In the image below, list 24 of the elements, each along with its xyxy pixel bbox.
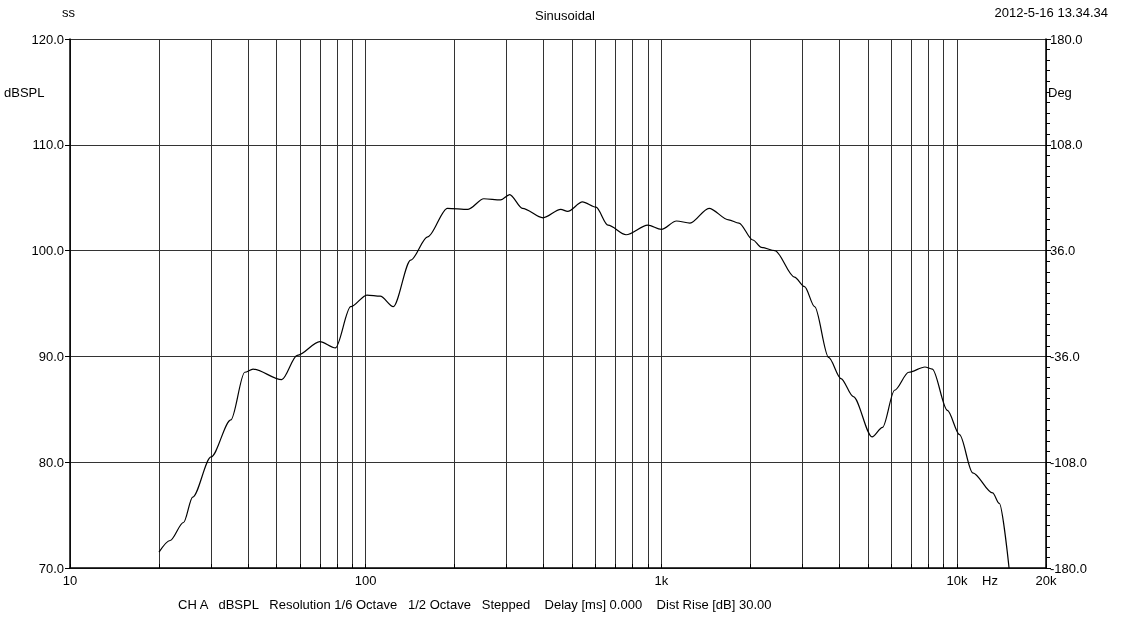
y2-tick-label: -108.0 bbox=[1050, 454, 1087, 470]
y-tick-label: 70.0 bbox=[38, 560, 64, 576]
y2-tick-label: -36.0 bbox=[1050, 348, 1080, 364]
text: ss bbox=[62, 5, 76, 20]
y2-tick-label: 108.0 bbox=[1050, 137, 1083, 153]
y-tick-label: 100.0 bbox=[31, 243, 64, 259]
y2-axis-title: Deg bbox=[1048, 85, 1072, 100]
y-axis-title: dBSPL bbox=[4, 85, 45, 100]
text: 2012-5-16 13.34.34 bbox=[994, 5, 1108, 20]
x-tick-label: 10 bbox=[62, 573, 78, 588]
x-tick-label: 10k bbox=[946, 573, 968, 588]
y-tick-label: 90.0 bbox=[38, 348, 64, 364]
y-tick-label: 80.0 bbox=[38, 454, 64, 470]
x-tick-label: 1k bbox=[654, 573, 669, 588]
x-tick-label: 20k bbox=[1035, 573, 1057, 588]
x-axis-title: Hz bbox=[982, 573, 998, 588]
y-tick-label: 120.0 bbox=[31, 31, 64, 47]
y2-tick-label: 180.0 bbox=[1050, 31, 1083, 47]
y2-tick-label: 36.0 bbox=[1050, 243, 1076, 259]
x-tick-label: 100 bbox=[354, 573, 377, 588]
chart-title: Sinusoidal bbox=[535, 8, 596, 23]
y-tick-label: 110.0 bbox=[32, 137, 64, 153]
y2-tick-label: -180.0 bbox=[1050, 560, 1087, 576]
text: CH A dBSPL Resolution 1/6 Octave 1/2 Octave Stepped Delay [ms] 0.000 Dist Rise [dB] 30.00 bbox=[178, 597, 772, 612]
